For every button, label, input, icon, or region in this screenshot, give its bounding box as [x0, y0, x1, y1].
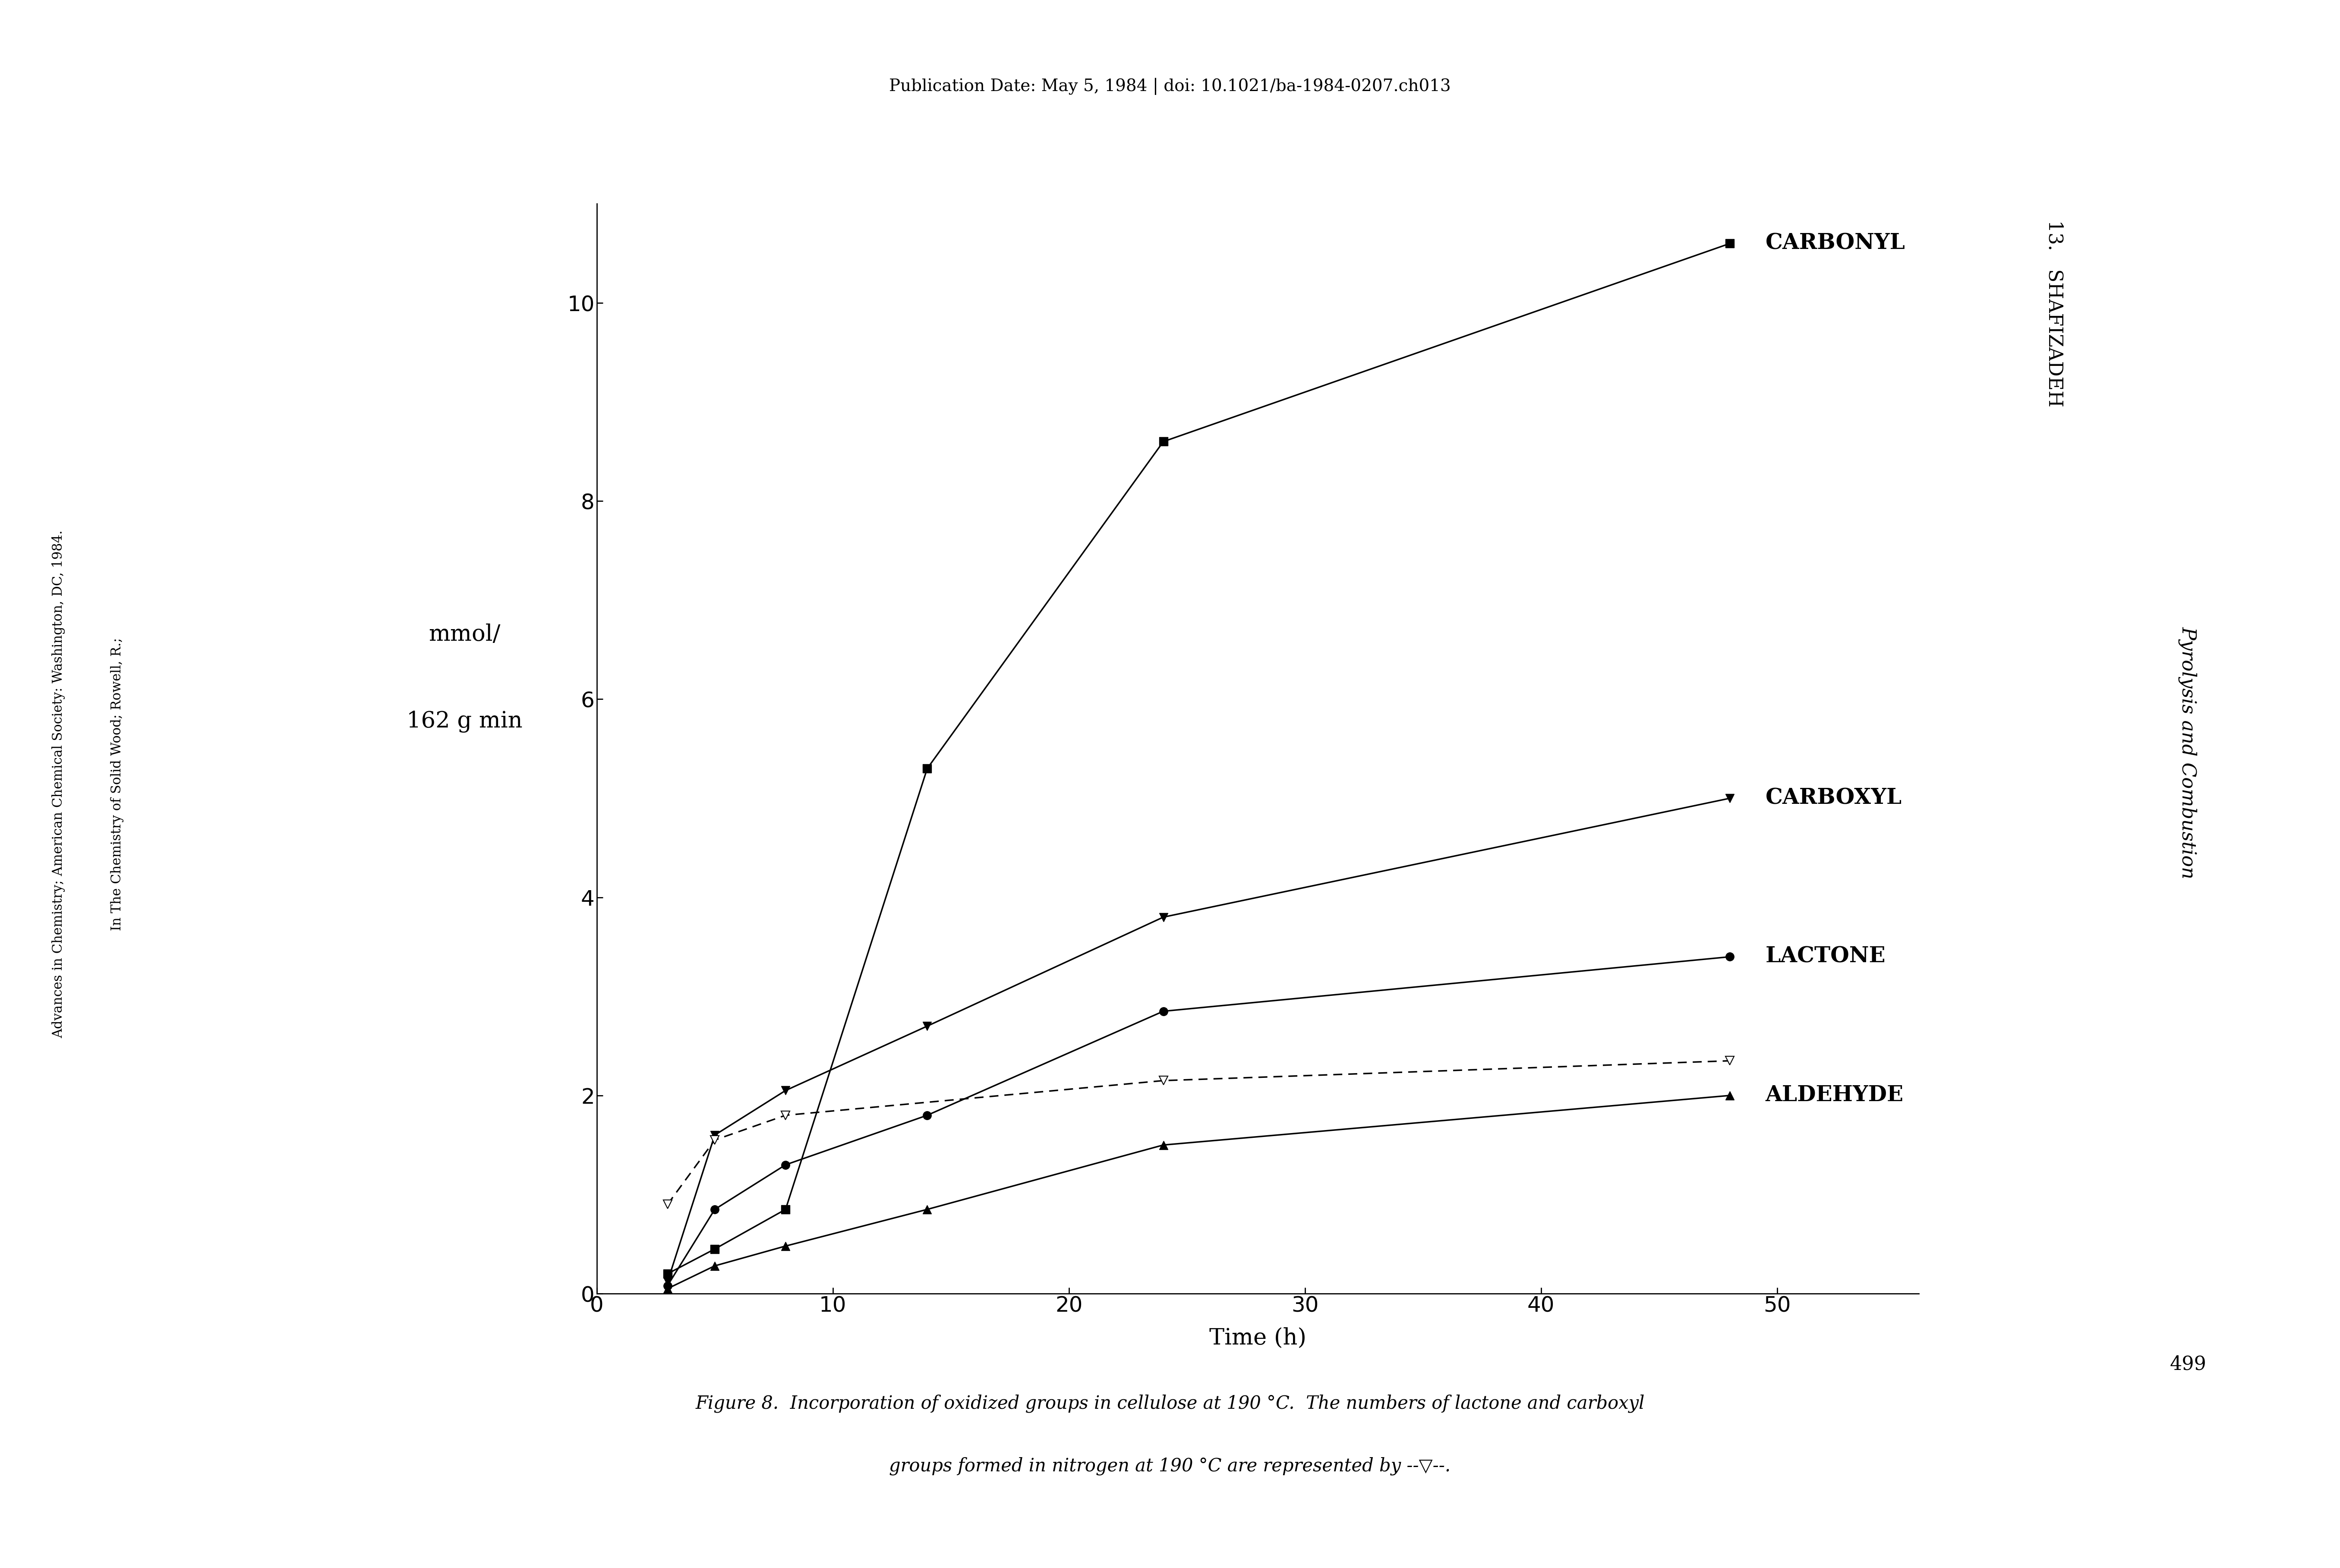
Text: 499: 499 [2169, 1355, 2207, 1374]
Text: ALDEHYDE: ALDEHYDE [1764, 1085, 1902, 1105]
Text: LACTONE: LACTONE [1764, 946, 1886, 967]
Text: Figure 8.  Incorporation of oxidized groups in cellulose at 190 °C.  The numbers: Figure 8. Incorporation of oxidized grou… [695, 1394, 1645, 1413]
Text: 162 g min: 162 g min [407, 710, 522, 732]
X-axis label: Time (h): Time (h) [1210, 1327, 1306, 1348]
Text: mmol/: mmol/ [428, 624, 501, 646]
Text: Pyrolysis and Combustion: Pyrolysis and Combustion [2179, 627, 2197, 878]
Text: In The Chemistry of Solid Wood; Rowell, R.;: In The Chemistry of Solid Wood; Rowell, … [110, 638, 124, 930]
Text: 13.   SHAFIZADEH: 13. SHAFIZADEH [2045, 220, 2064, 408]
Text: groups formed in nitrogen at 190 °C are represented by --▽--.: groups formed in nitrogen at 190 °C are … [889, 1457, 1451, 1475]
Text: CARBOXYL: CARBOXYL [1764, 787, 1902, 809]
Text: Advances in Chemistry; American Chemical Society: Washington, DC, 1984.: Advances in Chemistry; American Chemical… [51, 530, 66, 1038]
Text: Publication Date: May 5, 1984 | doi: 10.1021/ba-1984-0207.ch013: Publication Date: May 5, 1984 | doi: 10.… [889, 78, 1451, 94]
Text: CARBONYL: CARBONYL [1764, 234, 1905, 254]
